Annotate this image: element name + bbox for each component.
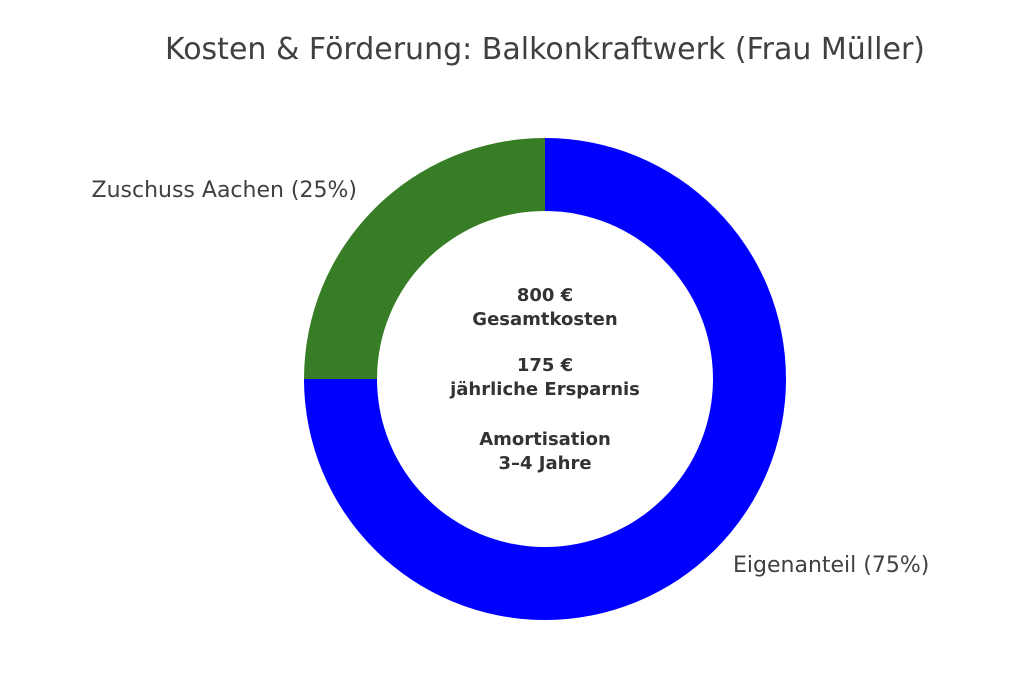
center-total-value: 800 € — [517, 285, 573, 306]
slices-group — [304, 138, 786, 620]
donut-slice-0 — [304, 138, 545, 379]
center-amortization-value: 3–4 Jahre — [498, 453, 591, 474]
center-savings-label: jährliche Ersparnis — [449, 379, 640, 400]
center-total-label: Gesamtkosten — [472, 309, 617, 330]
slice-label-eigenanteil: Eigenanteil (75%) — [733, 553, 929, 578]
chart-title: Kosten & Förderung: Balkonkraftwerk (Fra… — [165, 32, 925, 67]
donut-slice-1 — [304, 138, 786, 620]
center-amortization-label: Amortisation — [479, 429, 611, 450]
slice-label-zuschuss: Zuschuss Aachen (25%) — [92, 178, 357, 203]
center-savings-value: 175 € — [517, 355, 573, 376]
